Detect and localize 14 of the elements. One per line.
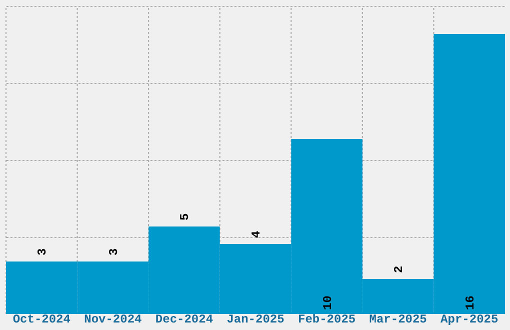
x-tick-label: Dec-2024 (155, 312, 214, 326)
data-label: 5 (178, 213, 192, 220)
data-label: 16 (463, 296, 478, 310)
data-label: 3 (36, 248, 50, 256)
x-tick-label: Jan-2025 (226, 312, 284, 326)
data-label: 10 (320, 296, 335, 310)
data-label: 2 (392, 266, 406, 273)
x-tick-label: Apr-2025 (440, 312, 498, 326)
data-label: 4 (250, 230, 264, 238)
data-label: 3 (106, 248, 121, 256)
x-tick-label: Nov-2024 (84, 312, 142, 326)
x-tick-label: Mar-2025 (369, 312, 427, 326)
x-tick-label: Oct-2024 (12, 312, 70, 326)
x-tick-label: Feb-2025 (298, 312, 356, 326)
